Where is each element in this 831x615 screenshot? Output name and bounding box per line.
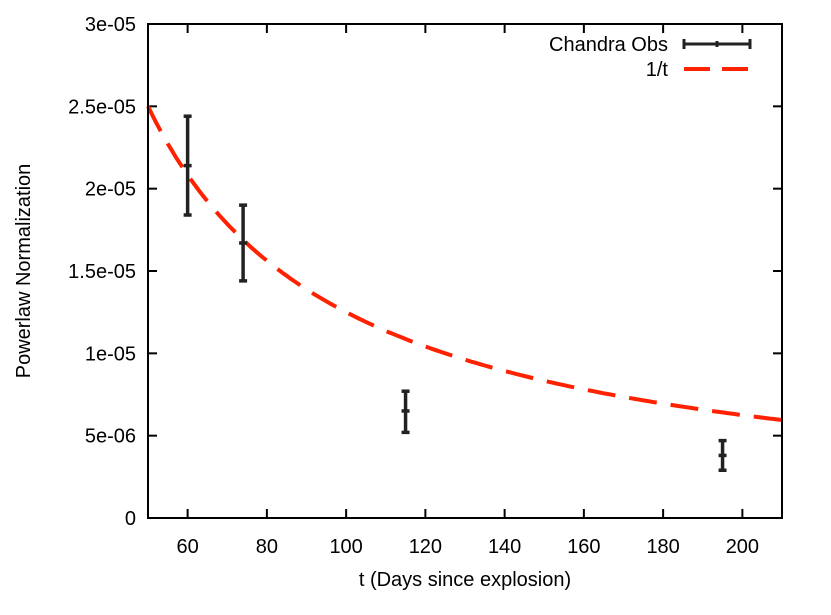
y-tick-label: 3e-05: [85, 14, 136, 36]
legend-swatch-chandra: [682, 39, 752, 49]
x-axis-label: t (Days since explosion): [359, 569, 571, 591]
data-point-errorbar: [401, 389, 410, 435]
x-tick-label: 100: [329, 536, 362, 558]
x-tick-label: 120: [409, 536, 442, 558]
x-tick-label: 200: [726, 536, 759, 558]
y-tick-label: 1.5e-05: [68, 261, 136, 283]
plot-frame: [147, 23, 783, 519]
data-point-errorbar: [239, 203, 248, 283]
model-curve-1-over-t: [146, 105, 783, 422]
y-axis-label: Powerlaw Normalization: [13, 164, 35, 379]
x-tick-label: 180: [646, 536, 679, 558]
y-tick-label: 0: [125, 508, 136, 530]
data-point-errorbar: [718, 438, 727, 472]
y-tick-label: 2e-05: [85, 179, 136, 201]
y-tick-label: 2.5e-05: [68, 96, 136, 118]
x-tick-label: 80: [256, 536, 278, 558]
legend-label-1-over-t: 1/t: [646, 59, 669, 81]
legend: Chandra Obs 1/t: [549, 34, 752, 81]
x-tick-label: 160: [567, 536, 600, 558]
y-tick-label: 1e-05: [85, 343, 136, 365]
x-tick-label: 140: [488, 536, 521, 558]
legend-label-chandra: Chandra Obs: [549, 34, 668, 56]
y-tick-label: 5e-06: [85, 426, 136, 448]
data-point-errorbar: [183, 114, 192, 217]
x-tick-label: 60: [177, 536, 199, 558]
